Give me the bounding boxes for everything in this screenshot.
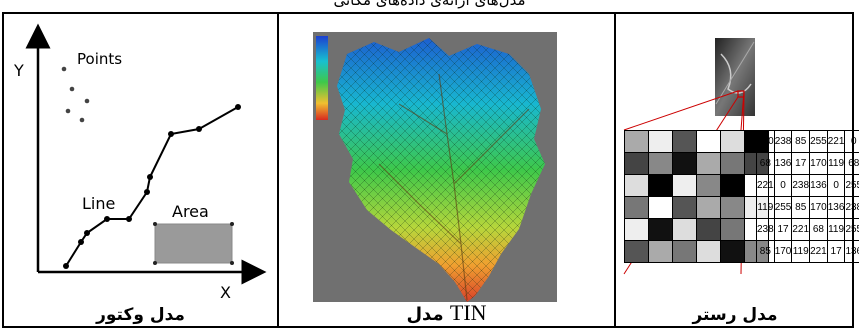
area-corners xyxy=(153,222,234,265)
raster-value-cell: 238 xyxy=(844,196,859,219)
raster-value-cell: 17 xyxy=(826,240,846,263)
vector-diagram: Y X Points Line Area xyxy=(13,23,267,302)
raster-value-cell: 119 xyxy=(826,218,846,241)
tin-panel: TIN مدل xyxy=(279,14,614,326)
raster-value-cell: 221 xyxy=(756,174,775,197)
y-axis-label: Y xyxy=(13,61,24,80)
zoom-line xyxy=(623,90,739,131)
raster-value-cell: 170 xyxy=(773,240,793,263)
raster-value-cell: 170 xyxy=(809,196,828,219)
raster-value-cell: 68 xyxy=(809,218,828,241)
panel-divider xyxy=(277,12,279,328)
tin-ridges xyxy=(378,73,530,301)
raster-value-cell: 136 xyxy=(809,174,828,197)
panel-divider xyxy=(614,12,616,328)
raster-value-cell: 221 xyxy=(791,218,811,241)
tin-mesh xyxy=(337,38,545,302)
raster-value-cell: 255 xyxy=(773,196,793,219)
vector-caption: مدل وکتور xyxy=(96,305,185,325)
raster-value-cell: 136 xyxy=(826,196,846,219)
raster-value-cell: 221 xyxy=(809,240,828,263)
raster-value-cell: 119 xyxy=(756,196,775,219)
line-feature xyxy=(65,106,239,267)
line-vertices xyxy=(63,104,241,269)
raster-value-cell: 0 xyxy=(826,174,846,197)
raster-value-cell: 17 xyxy=(773,218,793,241)
points-label: Points xyxy=(77,50,122,68)
raster-value-cell: 0 xyxy=(844,130,859,153)
raster-value-cell: 255 xyxy=(844,218,859,241)
raster-value-cell: 119 xyxy=(826,152,846,175)
raster-value-cell: 119 xyxy=(791,240,811,263)
raster-value-cell: 17 xyxy=(791,152,811,175)
x-axis-label: X xyxy=(220,283,231,302)
raster-value-cell: 238 xyxy=(756,218,775,241)
elevation-legend xyxy=(316,36,328,120)
raster-values-table: 170 238 85 255 221 0 68 136 17 170 119 68 221 0 238 136… xyxy=(756,130,859,263)
raster-value-cell: 68 xyxy=(756,152,775,175)
raster-value-cell: 85 xyxy=(756,240,775,263)
tin-caption: TIN مدل xyxy=(406,300,487,326)
raster-value-cell: 170 xyxy=(756,130,775,153)
vector-panel: Y X Points Line Area مدل وکتور xyxy=(4,14,277,326)
top-caption: مدل‌های ارائه‌ی داده‌های مکانی xyxy=(333,0,526,9)
raster-value-cell: 238 xyxy=(773,130,793,153)
line-label: Line xyxy=(82,194,115,213)
raster-value-cell: 85 xyxy=(791,196,811,219)
area-label: Area xyxy=(172,202,209,221)
raster-grid xyxy=(624,130,769,263)
point-features xyxy=(61,66,90,123)
raster-value-cell: 170 xyxy=(809,152,828,175)
raster-value-cell: 68 xyxy=(844,152,859,175)
raster-value-cell: 238 xyxy=(791,174,811,197)
raster-value-cell: 136 xyxy=(844,240,859,263)
tin-surface-image xyxy=(313,32,557,302)
raster-panel: 170 238 85 255 221 0 68 136 17 170 119 68 221 0 238 136… xyxy=(616,14,859,326)
raster-value-cell: 136 xyxy=(773,152,793,175)
raster-value-cell: 255 xyxy=(809,130,828,153)
area-feature xyxy=(154,223,233,264)
raster-value-cell: 85 xyxy=(791,130,811,153)
raster-value-cell: 255 xyxy=(844,174,859,197)
raster-value-cell: 221 xyxy=(826,130,846,153)
raster-caption: مدل رستر xyxy=(692,305,778,325)
raster-value-cell: 0 xyxy=(773,174,793,197)
